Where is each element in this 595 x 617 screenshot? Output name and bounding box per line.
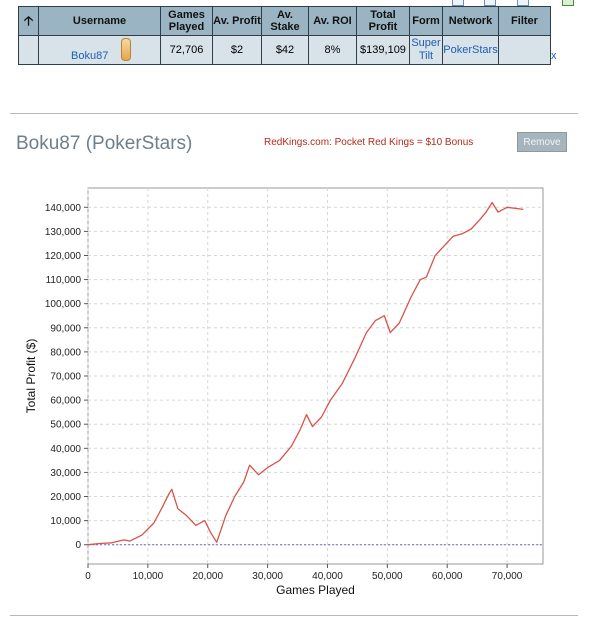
games-played-cell: 72,706: [160, 35, 213, 65]
y-tick-label: 130,000: [45, 227, 82, 238]
profit-series-line: [87, 201, 524, 546]
network-link[interactable]: PokerStars: [442, 35, 499, 65]
x-tick-label: 70,000: [492, 571, 523, 582]
form-link-line1[interactable]: Super: [411, 37, 441, 49]
sort-arrow-icon[interactable]: 🡡: [18, 6, 39, 36]
form-link-line2[interactable]: Tilt: [418, 50, 434, 62]
x-axis-title: Games Played: [276, 583, 355, 597]
x-tick-label: 50,000: [372, 571, 403, 582]
x-tick-label: 40,000: [312, 571, 343, 582]
y-tick-label: 50,000: [50, 420, 81, 431]
remove-row-cell: x: [550, 35, 571, 65]
save-icon[interactable]: [484, 0, 496, 6]
y-tick-label: 120,000: [45, 251, 82, 262]
x-tick-label: 60,000: [432, 571, 463, 582]
row-spacer: [18, 35, 39, 65]
y-tick-label: 0: [75, 540, 81, 551]
refresh-icon[interactable]: [562, 0, 574, 6]
remove-button[interactable]: Remove: [517, 132, 567, 152]
av-stake-cell: $42: [261, 35, 309, 65]
x-tick-label: 30,000: [252, 571, 283, 582]
form-cell: Super Tilt: [409, 35, 443, 65]
y-tick-label: 110,000: [46, 275, 82, 286]
header-av-stake[interactable]: Av. Stake: [261, 6, 309, 36]
y-tick-label: 60,000: [50, 396, 81, 407]
y-tick-label: 80,000: [50, 347, 81, 358]
y-tick-label: 70,000: [50, 372, 81, 383]
section-divider-top: [10, 113, 578, 114]
header-spacer: [550, 6, 571, 36]
header-av-roi[interactable]: Av. ROI: [308, 6, 357, 36]
x-tick-label: 20,000: [192, 571, 223, 582]
player-title: Boku87 (PokerStars): [16, 133, 193, 154]
chart-icon[interactable]: [517, 0, 529, 6]
header-filter: Filter: [498, 6, 551, 36]
total-profit-cell: $139,109: [356, 35, 410, 65]
header-form: Form: [409, 6, 443, 36]
export-icon[interactable]: [452, 0, 464, 6]
av-roi-cell: 8%: [308, 35, 357, 65]
y-axis-title: Total Profit ($): [24, 339, 38, 414]
table-header-row: 🡡 Username Games Played Av. Profit Av. S…: [18, 6, 571, 36]
remove-row-link[interactable]: x: [551, 49, 557, 62]
table-row: Boku87 72,706 $2 $42 8% $139,109 Super T…: [18, 35, 571, 65]
header-total-profit[interactable]: Total Profit: [356, 6, 410, 36]
username-link[interactable]: Boku87: [71, 50, 109, 62]
toolbar-icons: [452, 0, 595, 6]
filter-cell[interactable]: [498, 35, 551, 65]
y-tick-label: 30,000: [50, 468, 81, 479]
x-tick-label: 0: [85, 571, 91, 582]
player-form-icon: [121, 38, 131, 61]
y-tick-label: 100,000: [45, 299, 82, 310]
y-tick-label: 140,000: [45, 203, 82, 214]
player-stats-table: 🡡 Username Games Played Av. Profit Av. S…: [18, 6, 571, 65]
header-av-profit[interactable]: Av. Profit: [212, 6, 262, 36]
av-profit-cell: $2: [212, 35, 262, 65]
header-network[interactable]: Network: [442, 6, 499, 36]
y-tick-label: 40,000: [50, 444, 81, 455]
promo-link[interactable]: RedKings.com: Pocket Red Kings = $10 Bon…: [264, 137, 474, 148]
y-tick-label: 20,000: [50, 492, 81, 503]
username-cell: Boku87: [38, 35, 161, 65]
y-tick-label: 10,000: [50, 516, 81, 527]
x-tick-label: 10,000: [133, 571, 164, 582]
y-tick-label: 90,000: [50, 323, 81, 334]
section-divider-bottom: [10, 615, 578, 616]
